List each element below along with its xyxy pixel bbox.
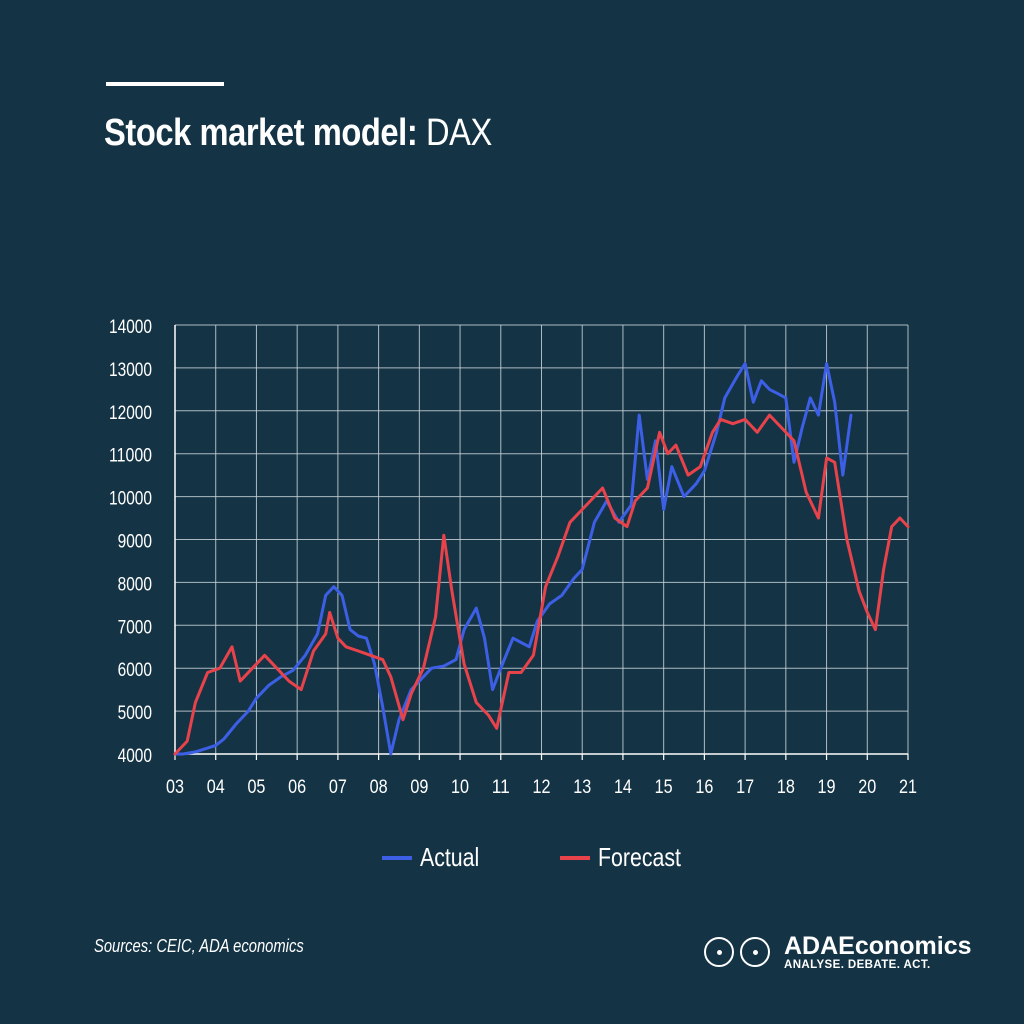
y-tick-label: 14000 bbox=[109, 317, 152, 338]
legend-label-forecast: Forecast bbox=[598, 842, 681, 872]
y-tick-label: 6000 bbox=[118, 660, 152, 681]
series-line-actual bbox=[173, 362, 853, 756]
x-tick-label: 20 bbox=[858, 777, 876, 798]
legend-swatch-actual bbox=[382, 855, 412, 860]
y-tick-label: 12000 bbox=[109, 403, 152, 424]
x-tick-label: 13 bbox=[573, 777, 591, 798]
y-tick-label: 8000 bbox=[118, 574, 152, 595]
x-tick-label: 18 bbox=[777, 777, 795, 798]
y-tick-label: 9000 bbox=[118, 532, 152, 553]
chart-legend: Actual Forecast bbox=[0, 842, 1024, 882]
x-tick-label: 14 bbox=[614, 777, 632, 798]
sources-note: Sources: CEIC, ADA economics bbox=[94, 936, 304, 956]
x-tick-label: 09 bbox=[410, 777, 428, 798]
x-tick-label: 17 bbox=[736, 777, 754, 798]
x-tick-label: 04 bbox=[207, 777, 225, 798]
logo-circle-icon bbox=[704, 937, 734, 967]
title-light: DAX bbox=[425, 112, 492, 154]
x-tick-label: 08 bbox=[370, 777, 388, 798]
legend-label-actual: Actual bbox=[420, 842, 480, 872]
x-tick-label: 03 bbox=[166, 777, 184, 798]
logo-circle-icon bbox=[740, 937, 770, 967]
legend-item-forecast: Forecast bbox=[560, 842, 699, 873]
x-tick-label: 07 bbox=[329, 777, 347, 798]
x-tick-label: 05 bbox=[247, 777, 265, 798]
series-line-forecast bbox=[173, 413, 910, 756]
y-tick-label: 5000 bbox=[118, 703, 152, 724]
x-tick-label: 10 bbox=[451, 777, 469, 798]
x-tick-label: 19 bbox=[818, 777, 836, 798]
x-tick-label: 06 bbox=[288, 777, 306, 798]
logo-mark bbox=[704, 937, 776, 967]
x-tick-label: 21 bbox=[899, 777, 917, 798]
title-rule bbox=[106, 82, 224, 86]
x-tick-label: 15 bbox=[655, 777, 673, 798]
y-tick-label: 4000 bbox=[118, 746, 152, 767]
y-tick-label: 10000 bbox=[109, 489, 152, 510]
y-tick-label: 13000 bbox=[109, 360, 152, 381]
brand-tagline: ANALYSE. DEBATE. ACT. bbox=[784, 959, 931, 971]
x-tick-label: 12 bbox=[533, 777, 551, 798]
legend-item-actual: Actual bbox=[382, 842, 492, 873]
page-title: Stock market model: DAX bbox=[104, 112, 492, 155]
y-tick-label: 11000 bbox=[109, 446, 152, 467]
legend-swatch-forecast bbox=[560, 855, 590, 860]
x-tick-label: 11 bbox=[492, 777, 510, 798]
brand-name: ADAEconomics bbox=[784, 932, 972, 960]
title-bold: Stock market model: bbox=[104, 112, 418, 154]
brand-logo: ADAEconomics ANALYSE. DEBATE. ACT. bbox=[704, 933, 972, 971]
x-tick-label: 16 bbox=[695, 777, 713, 798]
y-tick-label: 7000 bbox=[118, 617, 152, 638]
